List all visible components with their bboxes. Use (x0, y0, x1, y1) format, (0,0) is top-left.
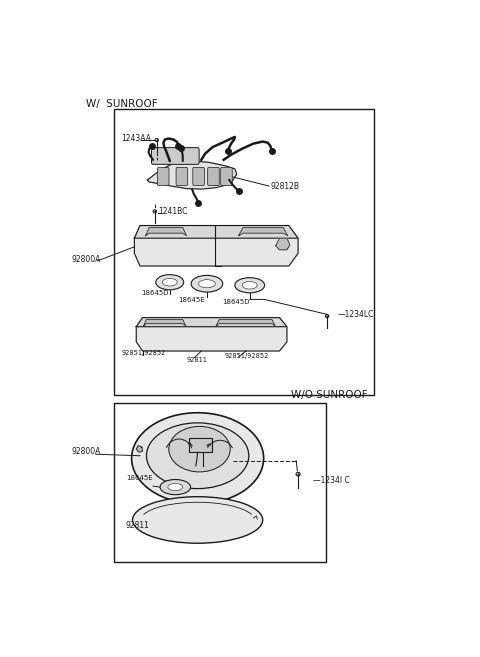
Text: 92851/92852: 92851/92852 (225, 353, 269, 359)
Text: 92812B: 92812B (270, 182, 299, 191)
Text: —1234I C: —1234I C (313, 476, 350, 485)
Ellipse shape (146, 423, 249, 489)
Ellipse shape (155, 139, 158, 141)
FancyBboxPatch shape (152, 148, 199, 164)
Ellipse shape (168, 484, 183, 491)
Ellipse shape (199, 280, 216, 288)
Text: W/O SUNROOF: W/O SUNROOF (290, 390, 367, 399)
Ellipse shape (156, 275, 184, 290)
FancyBboxPatch shape (208, 168, 219, 185)
Bar (114, 403, 326, 562)
Text: 92800A: 92800A (72, 447, 101, 456)
FancyBboxPatch shape (193, 168, 204, 185)
Text: 1241BC: 1241BC (158, 208, 188, 216)
Ellipse shape (242, 281, 257, 289)
Text: 18645E: 18645E (178, 298, 205, 304)
Text: 92851/92852: 92851/92852 (121, 350, 166, 355)
Polygon shape (147, 161, 237, 189)
Polygon shape (136, 317, 287, 327)
Ellipse shape (296, 472, 300, 476)
Bar (114, 109, 374, 395)
Polygon shape (276, 238, 290, 250)
Polygon shape (136, 445, 143, 452)
Ellipse shape (235, 278, 264, 293)
FancyBboxPatch shape (176, 168, 188, 185)
Ellipse shape (160, 480, 191, 495)
Text: 18645D: 18645D (141, 290, 168, 296)
Text: 92811: 92811 (186, 357, 207, 363)
Polygon shape (239, 227, 288, 236)
Ellipse shape (132, 497, 263, 543)
Polygon shape (134, 225, 298, 238)
Ellipse shape (191, 275, 223, 292)
Text: 1243AA: 1243AA (121, 133, 151, 143)
Ellipse shape (153, 210, 156, 213)
Text: W/  SUNROOF: W/ SUNROOF (86, 99, 157, 108)
Ellipse shape (162, 279, 177, 286)
Polygon shape (216, 320, 275, 326)
Text: —1234LC: —1234LC (337, 309, 373, 319)
Polygon shape (144, 320, 186, 326)
Polygon shape (134, 225, 298, 266)
Polygon shape (145, 227, 186, 236)
Text: 92800A: 92800A (72, 255, 101, 264)
Ellipse shape (325, 315, 329, 317)
Text: 92811: 92811 (125, 521, 149, 530)
FancyBboxPatch shape (157, 168, 169, 185)
Text: 18645E: 18645E (126, 474, 153, 480)
Ellipse shape (169, 426, 230, 472)
FancyBboxPatch shape (190, 438, 212, 452)
Polygon shape (136, 317, 287, 351)
Ellipse shape (132, 413, 264, 504)
FancyBboxPatch shape (221, 168, 232, 185)
Text: 18645D: 18645D (222, 300, 249, 306)
